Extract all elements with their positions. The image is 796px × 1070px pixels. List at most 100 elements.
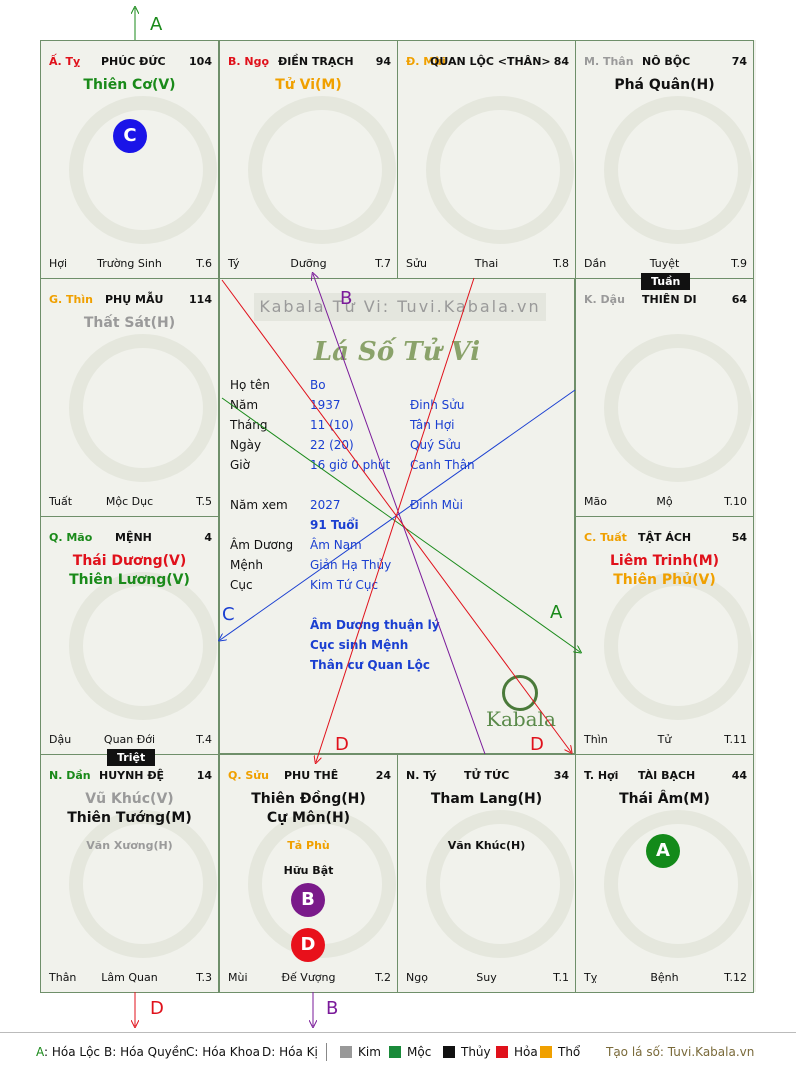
credit-text: Tạo lá số: Tuvi.Kabala.vn: [606, 1045, 755, 1059]
kabala-logo-text: Kabala: [486, 707, 556, 731]
palace-branch: K. Dậu: [584, 293, 625, 306]
minor-star: Văn Xương(H): [86, 839, 173, 852]
value-year-view-can: Đinh Mùi: [410, 498, 463, 512]
palace-bottom-center: Tuyệt: [649, 257, 680, 270]
legend-element: Thủy: [461, 1045, 491, 1059]
palace-number: 64: [731, 293, 747, 306]
palace-bottom-left: Mão: [584, 495, 607, 508]
value-year-view: 2027: [310, 498, 341, 512]
label-month: Tháng: [230, 418, 268, 432]
palace-branch: B. Ngọ: [228, 55, 270, 68]
palace-bottom-left: Hợi: [49, 257, 68, 270]
palace-bottom-center: Thai: [474, 257, 499, 270]
palace-bottom-left: Thân: [49, 971, 77, 984]
label-d-diag1: D: [335, 734, 349, 755]
main-star: Vũ Khúc(V): [85, 791, 174, 807]
palace-bottom-left: Ngọ: [406, 971, 428, 984]
palace-bottom-center: Quan Đới: [103, 733, 156, 746]
palace-bottom-right: T.7: [375, 257, 391, 270]
palace-name: TỬ TỨC: [464, 769, 510, 782]
minor-star: Văn Khúc(H): [447, 839, 526, 852]
palace-number: 84: [553, 55, 569, 68]
palace-bottom-center: Bệnh: [650, 971, 679, 984]
palace-bottom-left: Dần: [584, 257, 607, 270]
legend-c: C: Hóa Khoa: [186, 1045, 260, 1059]
note-1: Âm Dương thuận lý: [310, 618, 440, 632]
legend-a: : Hóa Lộc: [44, 1045, 101, 1059]
chart-title: Lá Số Tử Vi: [313, 337, 481, 367]
main-star: Cự Môn(H): [266, 810, 351, 826]
tuan-tag: Tuần: [641, 273, 691, 290]
minor-star: Hữu Bật: [283, 864, 334, 877]
palace-bottom-right: T.10: [724, 495, 747, 508]
main-star: Thiên Phủ(V): [613, 572, 716, 588]
label-b-diag: B: [340, 288, 352, 309]
palace-bottom-right: T.5: [196, 495, 212, 508]
palace-bottom-center: Đế Vượng: [281, 971, 336, 984]
legend-element: Kim: [358, 1045, 381, 1059]
palace-number: 24: [375, 769, 391, 782]
marker-c-circle: C: [113, 119, 147, 153]
label-c-diag: C: [222, 604, 235, 625]
palace-bottom-right: T.9: [731, 257, 747, 270]
value-cuc: Kim Tứ Cục: [310, 578, 379, 592]
value-year-can: Đinh Sửu: [410, 398, 465, 412]
label-b-bottom: B: [326, 998, 338, 1019]
note-2: Cục sinh Mệnh: [310, 638, 409, 652]
palace-number: 54: [731, 531, 747, 544]
palace-bottom-right: T.11: [724, 733, 747, 746]
palace-bottom-left: Sửu: [406, 257, 427, 270]
palace-bottom-right: T.1: [553, 971, 569, 984]
palace-name: THIÊN DI: [642, 293, 697, 306]
palace-cell: N. Tý TỬ TỨC 34 Tham Lang(H) Văn Khúc(H) Ngọ S…: [397, 754, 576, 993]
legend-swatch: [443, 1046, 455, 1058]
marker-a-circle: A: [646, 834, 680, 868]
main-star: Thiên Đồng(H): [251, 791, 366, 807]
value-day-can: Quý Sửu: [410, 438, 461, 452]
legend-element: Mộc: [407, 1045, 432, 1059]
palace-cell: B. Ngọ ĐIỀN TRẠCH 94 Tử Vi(M) Tý Dưỡng T.7: [219, 40, 398, 279]
note-3: Thân cư Quan Lộc: [310, 658, 430, 672]
main-star: Thiên Cơ(V): [83, 77, 176, 93]
palace-branch: C. Tuất: [584, 531, 627, 544]
minor-star: Tả Phù: [287, 839, 330, 852]
kabala-logo-icon: [502, 675, 538, 711]
palace-name: MỆNH: [115, 531, 152, 544]
palace-number: 94: [375, 55, 391, 68]
main-star: Thái Âm(M): [619, 791, 710, 807]
marker-b-circle: B: [291, 883, 325, 917]
palace-bottom-right: T.8: [553, 257, 569, 270]
palace-branch: N. Tý: [406, 769, 437, 782]
palace-name: ĐIỀN TRẠCH: [278, 55, 354, 68]
label-cuc: Cục: [230, 578, 253, 592]
palace-name: NÔ BỘC: [642, 55, 691, 68]
palace-cell: C. Tuất TẬT ÁCH 54 Liêm Trinh(M) Thiên Phủ(V…: [575, 516, 754, 755]
label-name: Họ tên: [230, 378, 270, 392]
palace-name: PHỤ MẪU: [105, 293, 164, 306]
legend-swatch: [340, 1046, 352, 1058]
legend-d: D: Hóa Kị: [262, 1045, 318, 1059]
palace-cell: T. Hợi TÀI BẠCH 44 Thái Âm(M) Tỵ Bệnh T.12: [575, 754, 754, 993]
palace-name: HUYNH ĐỆ: [99, 769, 165, 782]
main-star: Thiên Lương(V): [69, 572, 190, 588]
value-amduong: Âm Nam: [310, 538, 362, 552]
palace-name: PHU THÊ: [284, 769, 339, 782]
palace-bottom-center: Mộc Dục: [105, 495, 154, 508]
value-menh: Giản Hạ Thủy: [310, 558, 392, 572]
legend-bar: A: Hóa Lộc B: Hóa Quyền C: Hóa Khoa D: H…: [0, 1032, 796, 1063]
palace-branch: G. Thìn: [49, 293, 93, 306]
line-d-diag2: [221, 279, 571, 752]
label-a-diag: A: [550, 602, 563, 623]
main-star: Thái Dương(V): [72, 553, 187, 569]
palace-cell: G. Thìn PHỤ MẪU 114 Thất Sát(H) Tuất Mộc Dục T…: [40, 278, 219, 517]
main-star: Liêm Trinh(M): [609, 553, 720, 569]
palace-name: TÀI BẠCH: [638, 769, 696, 782]
value-day: 22 (20): [310, 438, 354, 452]
palace-bottom-left: Tuất: [49, 495, 73, 508]
legend-swatch: [496, 1046, 508, 1058]
palace-bottom-center: Tử: [657, 733, 672, 746]
palace-cell: K. Dậu THIÊN DI 64 Mão Mộ T.10: [575, 278, 754, 517]
label-a-top: A: [150, 14, 163, 35]
label-year-view: Năm xem: [230, 498, 288, 512]
palace-branch: T. Hợi: [584, 769, 619, 782]
